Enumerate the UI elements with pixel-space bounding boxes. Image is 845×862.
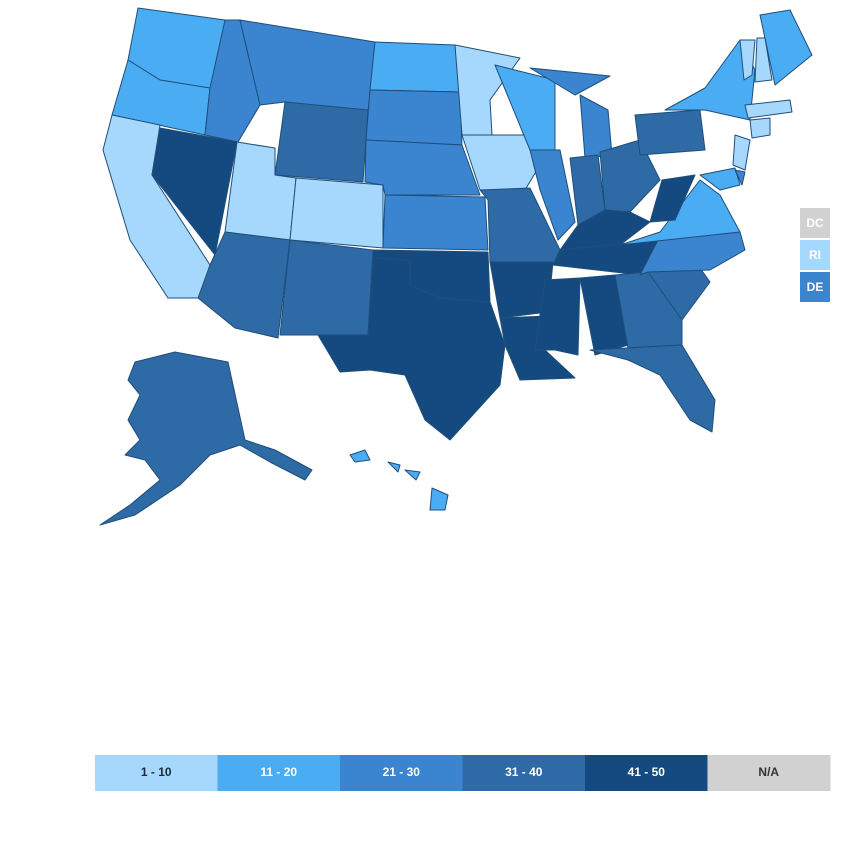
state xyxy=(349,449,371,463)
small-state-box xyxy=(800,240,830,270)
legend: 1 - 10 11 - 20 21 - 30 31 - 40 41 - 50 N/A xyxy=(95,755,831,791)
state xyxy=(317,257,506,441)
state xyxy=(289,177,384,249)
legend-label: 41 - 50 xyxy=(628,765,666,779)
state xyxy=(534,277,581,356)
small-state-label: DC xyxy=(806,216,824,230)
state xyxy=(529,149,576,241)
legend-swatch xyxy=(217,755,341,791)
state xyxy=(239,19,376,113)
legend-swatch xyxy=(707,755,831,791)
state xyxy=(99,351,313,526)
small-state-box xyxy=(800,272,830,302)
state xyxy=(649,174,696,223)
legend-swatch xyxy=(340,755,463,791)
small-state-box xyxy=(800,208,830,238)
state xyxy=(734,169,746,186)
state xyxy=(529,67,611,96)
states xyxy=(99,7,813,526)
legend-label: 11 - 20 xyxy=(260,765,297,779)
state xyxy=(754,37,773,83)
state xyxy=(699,167,741,191)
state xyxy=(387,461,401,473)
state xyxy=(579,94,613,159)
small-state-label: RI xyxy=(809,248,821,262)
legend-swatch xyxy=(462,755,586,791)
state xyxy=(274,101,369,183)
state xyxy=(429,487,449,511)
legend-label: 1 - 10 xyxy=(141,765,172,779)
state xyxy=(365,89,463,146)
state xyxy=(619,179,741,246)
state xyxy=(404,469,421,481)
state xyxy=(599,139,661,213)
legend-swatch xyxy=(585,755,708,791)
small-states: DC RI DE xyxy=(800,208,830,302)
state xyxy=(382,194,489,251)
legend-label: 31 - 40 xyxy=(505,765,543,779)
state xyxy=(759,9,813,86)
legend-label: 21 - 30 xyxy=(383,765,421,779)
state xyxy=(461,134,541,191)
state xyxy=(279,239,374,336)
state xyxy=(744,99,793,119)
state xyxy=(732,134,751,171)
state xyxy=(634,109,706,156)
state xyxy=(664,39,756,121)
small-state-label: DE xyxy=(807,280,824,294)
state xyxy=(589,344,716,433)
state xyxy=(739,39,756,81)
legend-label: N/A xyxy=(758,765,779,779)
state xyxy=(749,117,771,139)
state xyxy=(369,41,461,93)
legend-swatch xyxy=(95,755,218,791)
